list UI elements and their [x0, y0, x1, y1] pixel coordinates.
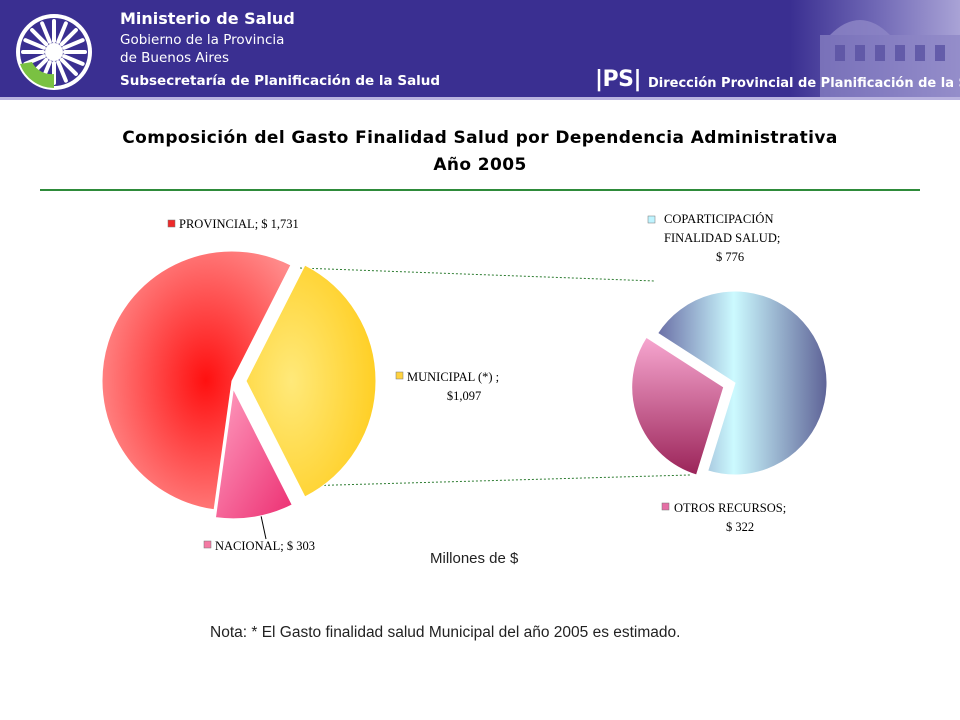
- label-otros-recursos: OTROS RECURSOS;: [674, 501, 786, 515]
- unit-label: Millones de $: [430, 550, 519, 567]
- pie-slice-coparticipacion: [656, 290, 828, 476]
- title-divider: [40, 189, 920, 191]
- pie-slice-municipal: [245, 264, 377, 498]
- header-bottom-stripe: [0, 97, 960, 100]
- direction-name: Dirección Provincial de Planificación de…: [648, 76, 960, 91]
- ips-logo: |PS|: [595, 67, 642, 92]
- connector-line-top: [299, 267, 656, 282]
- ministry-name: Ministerio de Salud: [120, 9, 295, 28]
- ministry-sun-logo-icon: [16, 14, 92, 90]
- pie-slice-otros-recursos: [631, 336, 725, 476]
- subsecretariat-name: Subsecretaría de Planificación de la Sal…: [120, 73, 441, 89]
- government-line-2: de Buenos Aires: [120, 50, 230, 66]
- legend-key-coparticipacion: [647, 215, 656, 224]
- legend-key-nacional: [203, 540, 212, 549]
- label-nacional: NACIONAL; $ 303: [215, 539, 315, 553]
- label-coparticipacion-value: $ 776: [716, 250, 744, 264]
- label-otros-recursos-value: $ 322: [726, 520, 754, 534]
- chart-subtitle-year: Año 2005: [433, 155, 527, 175]
- label-municipal: MUNICIPAL (*) ;: [407, 370, 499, 384]
- legend-key-otros-recursos: [661, 502, 670, 511]
- government-line-1: Gobierno de la Provincia: [120, 32, 285, 48]
- pie-slice-provincial: [101, 250, 292, 511]
- label-coparticipacion-line1: COPARTICIPACIÓN: [664, 212, 773, 226]
- pie-of-pie-chart: PROVINCIAL; $ 1,731 MUNICIPAL (*) ; $1,097…: [101, 212, 828, 553]
- legend-key-municipal: [395, 371, 404, 380]
- label-municipal-value: $1,097: [447, 389, 481, 403]
- pie-slice-nacional: [214, 387, 293, 520]
- header-band: Ministerio de Salud Gobierno de la Provi…: [0, 0, 960, 100]
- footnote: Nota: * El Gasto finalidad salud Municip…: [210, 624, 681, 641]
- building-photo: [790, 0, 960, 97]
- label-provincial: PROVINCIAL; $ 1,731: [179, 217, 299, 231]
- connector-line-bottom: [299, 474, 691, 487]
- legend-key-provincial: [167, 219, 176, 228]
- label-coparticipacion-line2: FINALIDAD SALUD;: [664, 231, 780, 245]
- chart-title: Composición del Gasto Finalidad Salud po…: [122, 128, 838, 148]
